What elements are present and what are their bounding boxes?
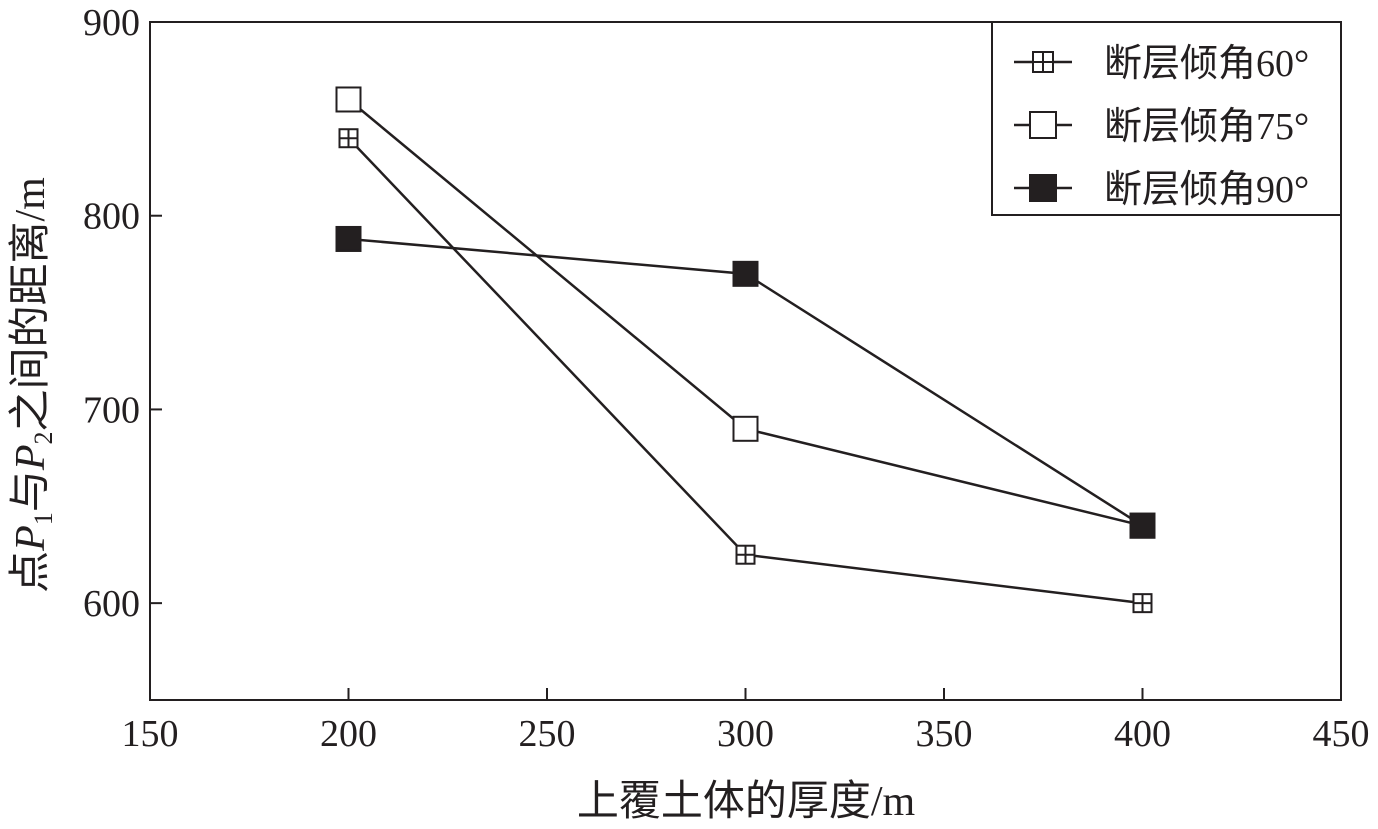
legend-marker xyxy=(1029,174,1057,202)
y-axis-label: 点P1与P2之间的距离/m xyxy=(7,177,58,593)
legend-marker xyxy=(1032,51,1054,73)
legend-label: 断层倾角60° xyxy=(1104,43,1309,85)
legend: 断层倾角60° 断层倾角75° 断层倾角90° xyxy=(991,21,1342,216)
data-point xyxy=(1132,593,1153,614)
data-point xyxy=(732,260,759,287)
legend-label: 断层倾角90° xyxy=(1104,169,1309,211)
x-tick-label: 150 xyxy=(122,713,179,755)
x-axis-label: 上覆土体的厚度/m xyxy=(577,779,916,825)
y-tick-label: 900 xyxy=(83,2,140,44)
data-point xyxy=(338,128,359,149)
series-layer xyxy=(335,86,1156,614)
data-point xyxy=(735,544,756,565)
x-tick-label: 300 xyxy=(717,713,774,755)
y-tick-label: 600 xyxy=(83,583,140,625)
legend-item: 断层倾角90° xyxy=(1014,169,1309,211)
legend-item: 断层倾角75° xyxy=(1014,106,1309,148)
x-tick-label: 400 xyxy=(1114,713,1171,755)
x-tick-label: 350 xyxy=(916,713,973,755)
legend-marker xyxy=(1029,111,1057,139)
series-1 xyxy=(338,128,1153,614)
x-tick-label: 250 xyxy=(519,713,576,755)
series-3 xyxy=(335,225,1156,539)
data-point xyxy=(1129,512,1156,539)
y-tick-label: 700 xyxy=(83,389,140,431)
legend-label: 断层倾角75° xyxy=(1104,106,1309,148)
data-point xyxy=(335,86,362,113)
axes: 150 200 250 300 350 400 450 600 700 800 900 xyxy=(83,2,1370,755)
y-tick-label: 800 xyxy=(83,196,140,238)
x-tick-label: 200 xyxy=(320,713,377,755)
x-tick-label: 450 xyxy=(1313,713,1370,755)
data-point xyxy=(335,225,362,252)
legend-item: 断层倾角60° xyxy=(1014,43,1309,85)
data-point xyxy=(732,415,759,442)
